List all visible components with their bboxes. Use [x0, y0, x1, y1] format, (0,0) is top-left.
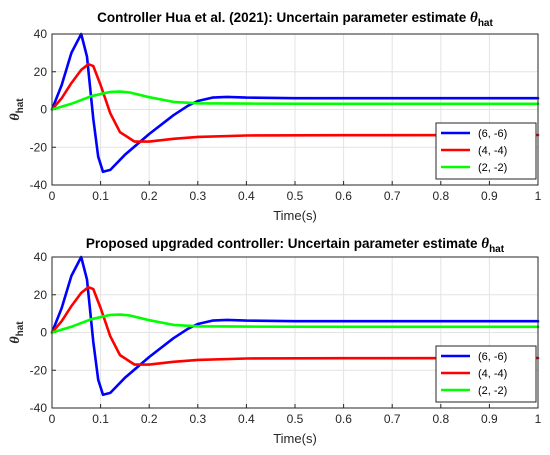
chart-title: Proposed upgraded controller: Uncertain … [86, 236, 505, 255]
chart-title-text: Proposed upgraded controller: Uncertain … [86, 236, 481, 251]
chart-panel-1: 0 0.1 0.2 0.3 0.4 0.5 0.6 0.7 0.8 0.9 1 40 20 0 -20 -40… [8, 10, 542, 223]
y-axis-label: θhat [8, 321, 26, 344]
x-tick-label: 0.1 [92, 412, 109, 426]
x-tick-label: 0.5 [287, 189, 304, 203]
x-tick-label: 0 [49, 412, 56, 426]
y-axis-label-symbol: θ [8, 113, 23, 121]
x-tick-label: 0.1 [92, 189, 109, 203]
y-tick-label: 40 [34, 250, 48, 264]
legend: (6, -6) (4, -4) (2, -2) [435, 345, 537, 403]
x-axis-label: Time(s) [273, 431, 317, 446]
chart-title: Controller Hua et al. (2021): Uncertain … [97, 10, 493, 29]
chart-title-symbol: θ [481, 236, 489, 252]
legend-label-3: (2, -2) [478, 385, 507, 397]
chart-panel-2: 0 0.1 0.2 0.3 0.4 0.5 0.6 0.7 0.8 0.9 1 40 20 0 -20 -40… [8, 236, 542, 446]
y-tick-label: -40 [30, 401, 48, 415]
x-tick-label: 0.3 [189, 412, 206, 426]
x-tick-label: 0.6 [335, 412, 352, 426]
legend-label-1: (6, -6) [478, 351, 507, 363]
y-axis-label-symbol: θ [8, 336, 23, 344]
y-tick-label: 0 [40, 103, 47, 117]
legend-label-3: (2, -2) [478, 162, 507, 174]
x-tick-label: 0.7 [384, 412, 401, 426]
x-tick-label: 0.4 [238, 412, 255, 426]
y-axis-label-subscript: hat [15, 98, 26, 114]
x-tick-label: 0.2 [141, 189, 158, 203]
series-line-3 [50, 90, 540, 111]
y-tick-label: -20 [30, 140, 48, 154]
x-tick-label: 0.8 [432, 189, 449, 203]
x-tick-label: 1 [535, 189, 542, 203]
series-line-3 [50, 313, 540, 334]
x-tick-label: 0.6 [335, 189, 352, 203]
legend-label-2: (4, -4) [478, 368, 507, 380]
y-tick-label: 20 [34, 288, 48, 302]
x-tick-label: 0.4 [238, 189, 255, 203]
x-tick-label: 0.8 [432, 412, 449, 426]
series-line-1 [50, 32, 540, 174]
y-tick-label: -20 [30, 363, 48, 377]
y-axis-label: θhat [8, 98, 26, 121]
y-tick-label: 0 [40, 326, 47, 340]
axes-box [51, 256, 539, 409]
axes-box [51, 33, 539, 186]
x-tick-label: 0.5 [287, 412, 304, 426]
y-axis-label-subscript: hat [15, 321, 26, 337]
chart-title-text: Controller Hua et al. (2021): Uncertain … [97, 10, 470, 25]
legend-label-2: (4, -4) [478, 145, 507, 157]
chart-title-symbol: θ [470, 10, 478, 26]
y-tick-label: 40 [34, 27, 48, 41]
x-tick-label: 0.9 [481, 189, 498, 203]
y-tick-label: 20 [34, 65, 48, 79]
series-line-1 [50, 255, 540, 397]
x-tick-label: 0.3 [189, 189, 206, 203]
x-tick-label: 0.9 [481, 412, 498, 426]
legend-label-1: (6, -6) [478, 128, 507, 140]
series-line-2 [50, 62, 540, 143]
x-tick-label: 0.7 [384, 189, 401, 203]
series-line-2 [50, 285, 540, 366]
y-tick-label: -40 [30, 178, 48, 192]
legend: (6, -6) (4, -4) (2, -2) [435, 122, 537, 180]
x-tick-label: 0 [49, 189, 56, 203]
chart-title-subscript: hat [489, 244, 505, 255]
chart-title-subscript: hat [478, 18, 494, 29]
x-tick-label: 1 [535, 412, 542, 426]
x-axis-label: Time(s) [273, 208, 317, 223]
x-tick-label: 0.2 [141, 412, 158, 426]
